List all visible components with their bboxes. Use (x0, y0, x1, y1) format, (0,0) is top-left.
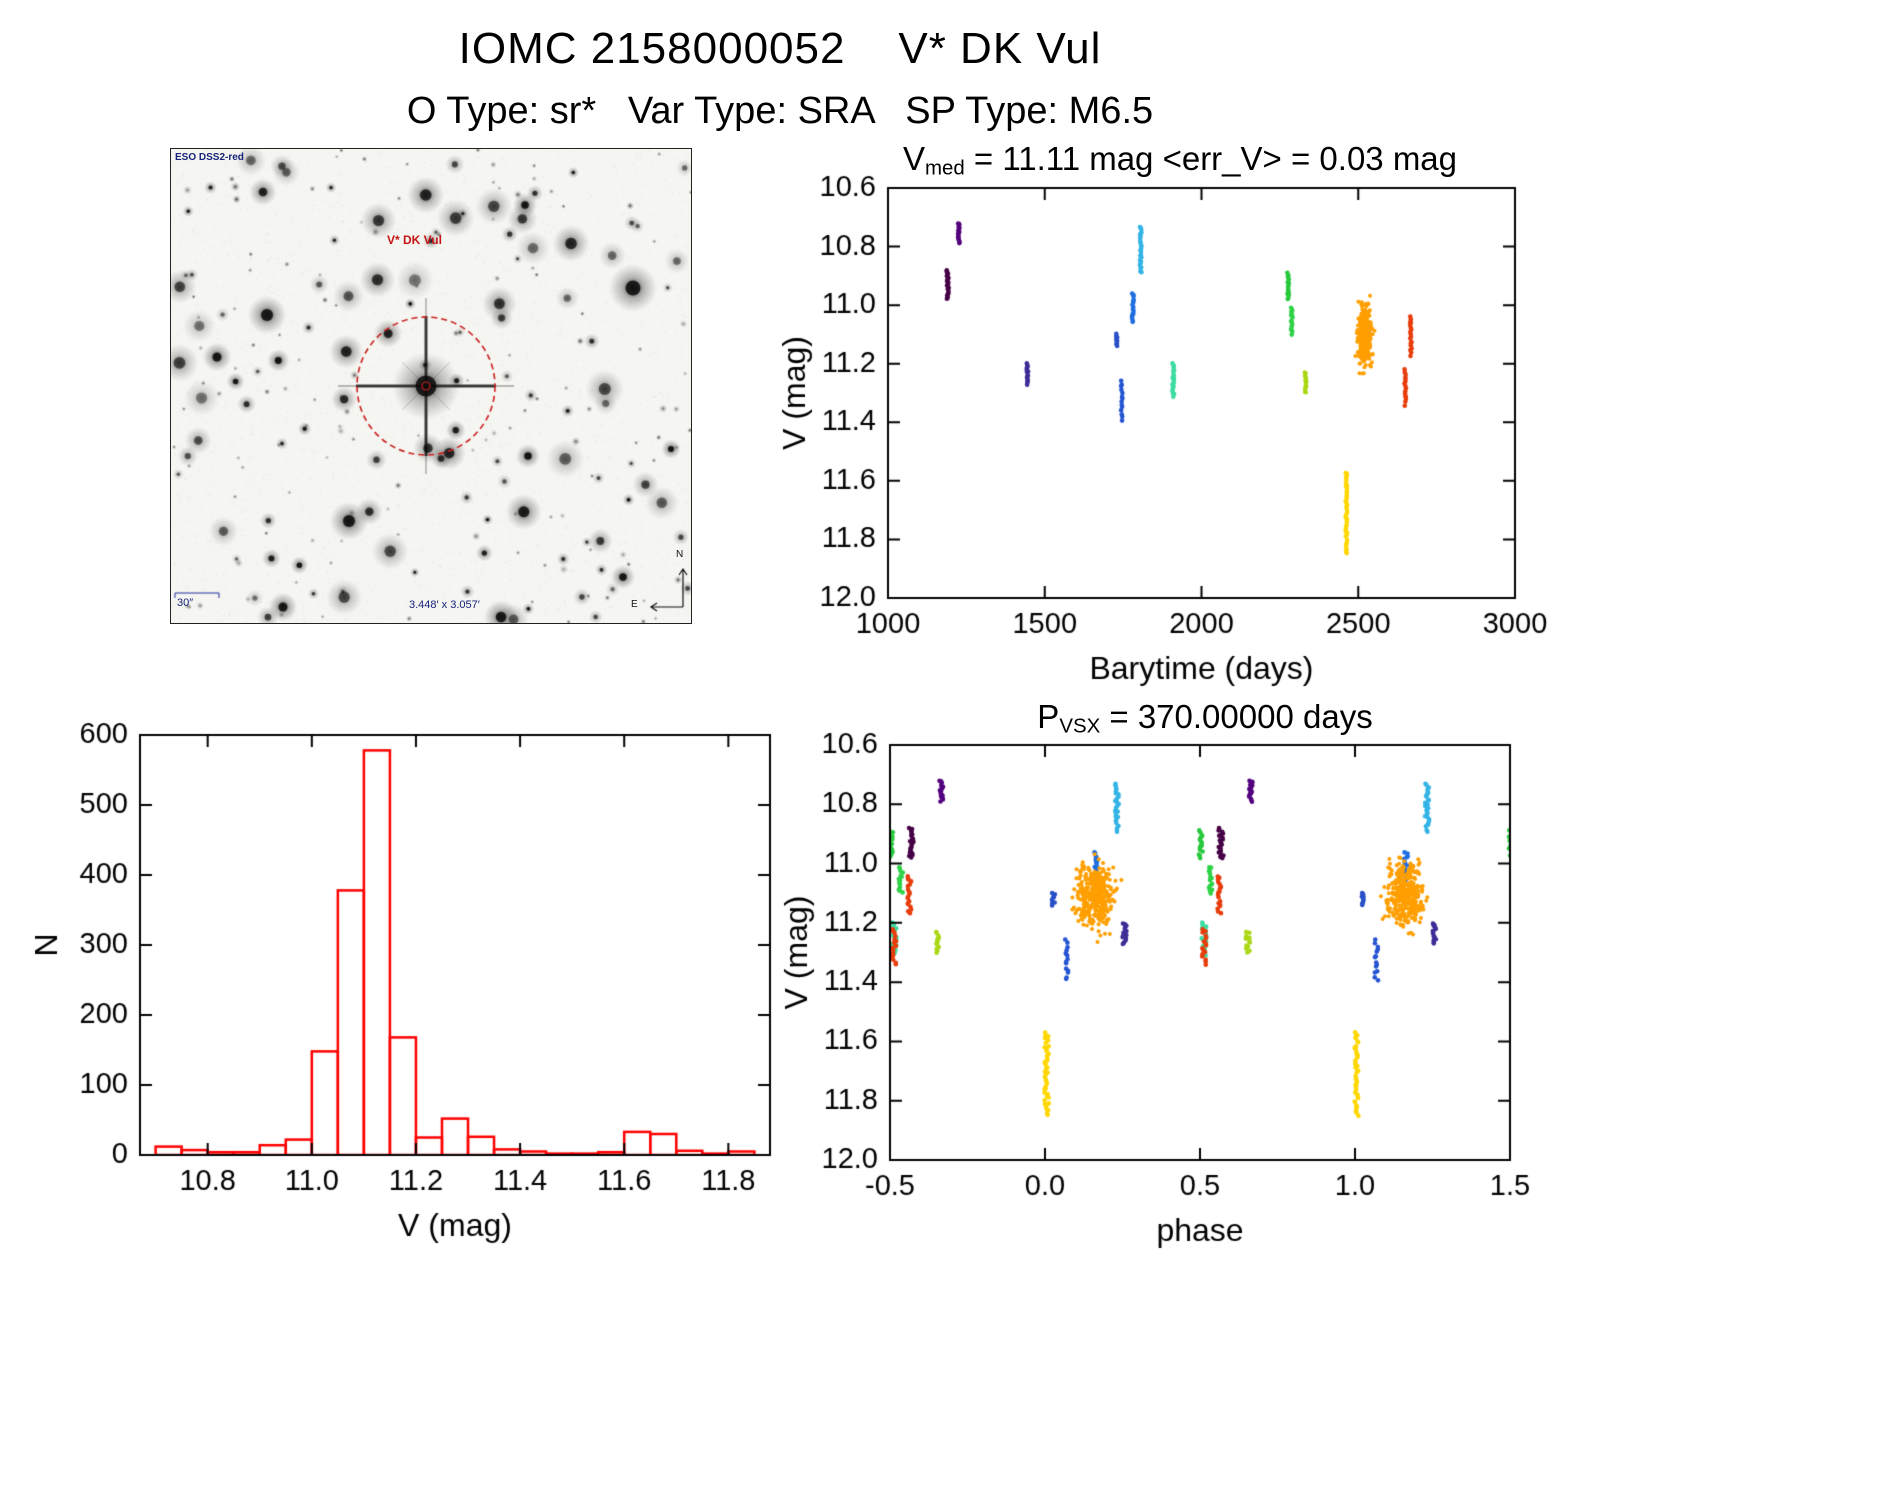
page-subtitle: O Type: sr* Var Type: SRA SP Type: M6.5 (406, 90, 1154, 132)
phase-folded-chart (760, 700, 1550, 1285)
target-star-label: V* DK Vul (387, 233, 442, 247)
compass-north-label: N (676, 549, 684, 560)
lightcurve-chart (760, 140, 1550, 700)
finder-chart-panel: ESO DSS2-red V* DK Vul 30″ 3.448′ x 3.05… (170, 148, 692, 624)
page-title: IOMC 2158000052 V* DK Vul (458, 24, 1102, 73)
magnitude-histogram-chart (20, 720, 820, 1280)
compass-east-label: E (631, 599, 638, 610)
field-of-view-label: 3.448′ x 3.057′ (409, 599, 480, 611)
survey-label: ESO DSS2-red (175, 152, 244, 163)
scale-bar-label: 30″ (177, 597, 194, 609)
starfield-image (171, 149, 691, 623)
